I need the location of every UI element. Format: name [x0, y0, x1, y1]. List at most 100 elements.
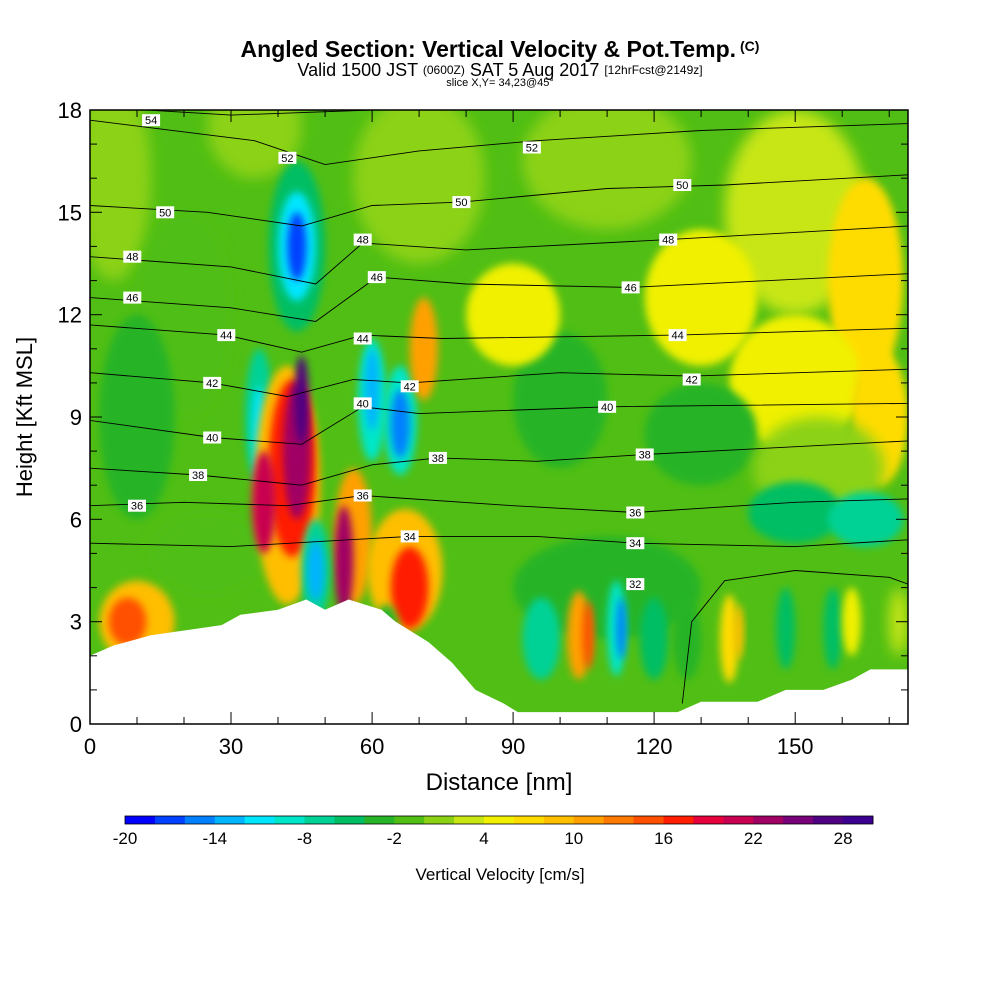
x-tick-label: 150 — [777, 734, 814, 759]
x-tick-label: 90 — [501, 734, 525, 759]
y-tick-label: 15 — [58, 200, 82, 225]
contour-label: 32 — [629, 579, 641, 591]
velocity-cell — [390, 546, 429, 629]
colorbar-swatch — [753, 816, 784, 824]
velocity-cell — [522, 110, 692, 230]
y-axis-label: Height [Kft MSL] — [12, 337, 37, 497]
velocity-cell — [513, 331, 608, 469]
y-tick-label: 3 — [70, 610, 82, 635]
contour-label: 38 — [192, 470, 204, 482]
colorbar-swatch — [573, 816, 605, 824]
velocity-cell — [409, 297, 438, 400]
colorbar-swatch — [603, 816, 635, 824]
contour-label: 48 — [126, 252, 138, 264]
theta-contour-line — [90, 535, 908, 548]
subtitle-date: SAT 5 Aug 2017 — [469, 60, 600, 80]
slice-label: slice X,Y= 34,23@45° — [446, 77, 554, 89]
subtitle-fcst: [12hrFcst@2149z] — [604, 63, 703, 77]
colorbar: -20 -14 -8 -2 4 10 16 22 28 — [113, 815, 874, 848]
velocity-cell — [720, 594, 739, 683]
contour-label: 40 — [601, 402, 613, 414]
colorbar-swatch — [843, 816, 874, 824]
contour-label-box — [626, 578, 645, 591]
contour-label-box — [353, 489, 372, 502]
contour-label: 36 — [131, 501, 143, 513]
contour-label-box — [189, 469, 208, 481]
colorbar-swatch — [723, 816, 754, 824]
velocity-cell — [522, 597, 561, 680]
theta-contour-line — [90, 495, 908, 513]
contour-label-box — [668, 329, 687, 342]
velocity-cell — [365, 348, 380, 431]
x-tick-label: 30 — [219, 734, 243, 759]
velocity-cell — [616, 597, 626, 660]
colorbar-tick-label: 10 — [564, 829, 583, 848]
colorbar-frame — [124, 815, 874, 825]
colorbar-swatch — [304, 816, 335, 824]
contour-label: 36 — [357, 491, 369, 503]
colorbar-swatch — [783, 816, 814, 824]
colorbar-tick-label: 4 — [479, 829, 488, 848]
colorbar-swatch — [633, 816, 664, 824]
colorbar-swatch — [154, 816, 186, 824]
velocity-cell — [390, 389, 410, 458]
contour-label-box — [123, 250, 142, 263]
contour-label: 46 — [371, 272, 383, 284]
velocity-cell — [353, 110, 485, 264]
velocity-cell — [748, 481, 843, 544]
velocity-cell — [90, 110, 152, 281]
velocity-field — [90, 110, 908, 683]
colorbar-swatch — [274, 816, 305, 824]
y-tick-label: 0 — [70, 712, 82, 737]
colorbar-swatch — [184, 816, 216, 824]
theta-contour-labels: 54 52 52 50 50 50 48 48 48 46 46 46 44 44 44 42 42 42 40 40… — [123, 114, 701, 591]
contour-label-box — [217, 329, 236, 342]
velocity-cell — [729, 314, 861, 452]
x-tick-label: 60 — [360, 734, 384, 759]
contour-label: 44 — [220, 330, 232, 342]
contour-label-box — [128, 499, 146, 512]
colorbar-swatch — [334, 816, 365, 824]
contour-label-box — [353, 332, 372, 345]
contour-label: 42 — [686, 375, 698, 387]
velocity-cell — [823, 587, 843, 670]
velocity-cell — [644, 382, 758, 486]
colorbar-swatch — [454, 816, 485, 824]
contour-label: 34 — [629, 538, 641, 550]
x-axis: 0 30 60 90 120 150 — [84, 110, 890, 759]
colorbar-tick-label: -8 — [297, 829, 312, 848]
colorbar-swatch — [424, 816, 455, 824]
velocity-cell — [334, 505, 354, 615]
contour-label: 42 — [206, 378, 218, 390]
y-tick-label: 18 — [58, 98, 82, 123]
contour-label-box — [203, 376, 222, 389]
colorbar-tick-label: -2 — [387, 829, 402, 848]
contour-label: 44 — [357, 334, 369, 346]
theta-contour-line — [90, 119, 908, 166]
velocity-cell — [108, 597, 147, 646]
contour-label-box — [123, 291, 142, 304]
velocity-cell — [252, 451, 276, 554]
x-tick-label: 120 — [636, 734, 673, 759]
velocity-cell — [842, 587, 861, 656]
contour-label-box — [452, 196, 471, 209]
contour-label-box — [598, 400, 617, 413]
velocity-cell — [466, 263, 561, 366]
contour-label: 50 — [676, 180, 688, 192]
velocity-cell — [294, 355, 309, 445]
velocity-cell — [776, 587, 796, 670]
contour-label: 52 — [526, 143, 538, 155]
contour-label-box — [626, 506, 645, 519]
y-tick-label: 12 — [58, 303, 82, 328]
contour-label: 48 — [662, 235, 674, 247]
contour-label-box — [400, 530, 419, 543]
colorbar-tick-label: -20 — [113, 829, 138, 848]
contour-label: 34 — [404, 531, 416, 543]
contour-label-box — [142, 114, 161, 127]
subtitle-utc: (0600Z) — [422, 63, 465, 77]
colorbar-swatch — [663, 816, 694, 824]
colorbar-tick-label: 22 — [744, 829, 763, 848]
contour-label-box — [428, 451, 447, 464]
